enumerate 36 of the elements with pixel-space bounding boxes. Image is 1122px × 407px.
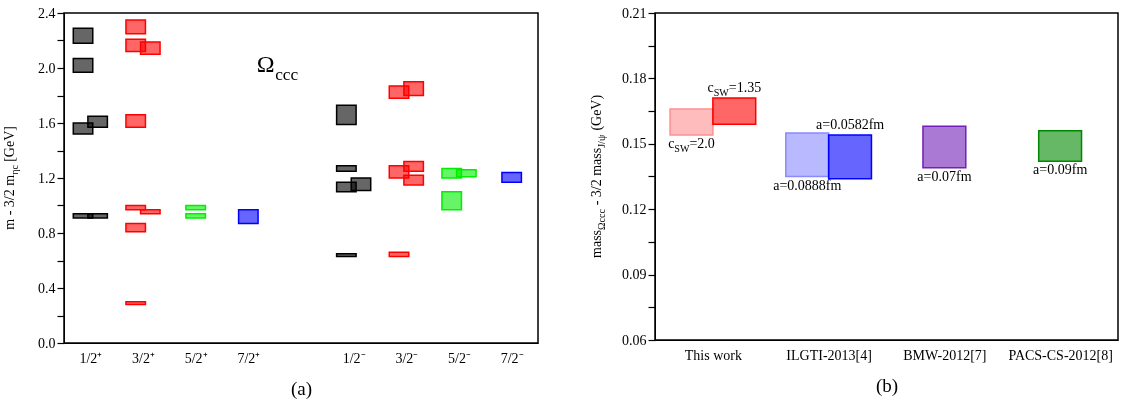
y-tick-label: 0.0	[38, 335, 56, 351]
y-axis-title: m - 3/2 mηc [GeV]	[2, 126, 21, 230]
y-tick-label: 0.12	[622, 201, 647, 217]
x-tick-label: 7/2⁺	[237, 350, 261, 366]
x-tick-label: 3/2⁺	[132, 350, 155, 366]
y-axis-title: massΩccc - 3/2 massJ/ψ (GeV)	[589, 94, 608, 258]
bar	[403, 174, 425, 186]
x-tick-label: BMW-2012[7]	[903, 347, 987, 363]
y-tick-label: 1.6	[38, 115, 56, 131]
y-tick-label: 0.06	[622, 332, 647, 348]
y-tick-label: 0.8	[38, 225, 56, 241]
y-tick-label: 2.4	[38, 5, 56, 21]
y-tick-label: 0.4	[38, 280, 56, 296]
bar	[139, 41, 161, 55]
annotation: a=0.0888fm	[773, 177, 842, 193]
annotation: a=0.09fm	[1033, 162, 1088, 178]
bar	[139, 208, 161, 215]
x-tick-label: 5/2⁻	[448, 350, 471, 366]
y-tick-label: 0.21	[622, 5, 647, 21]
x-tick-label: 7/2⁻	[500, 350, 524, 366]
y-tick-label: 0.15	[622, 136, 647, 152]
x-tick-label: This work	[684, 347, 742, 363]
annotation: a=0.07fm	[917, 168, 972, 184]
annotation: a=0.0582fm	[816, 117, 885, 133]
y-tick-label: 0.09	[622, 267, 647, 283]
x-tick-label: 1/2⁺	[79, 350, 103, 366]
x-tick-label: 5/2⁺	[184, 350, 208, 366]
y-tick-label: 2.0	[38, 60, 56, 76]
y-tick-label: 0.18	[622, 70, 647, 86]
x-tick-label: ILGTI-2013[4]	[786, 347, 872, 363]
x-tick-label: 3/2⁻	[395, 350, 419, 366]
y-tick-label: 1.2	[38, 170, 56, 186]
x-tick-label: PACS-CS-2012[8]	[1008, 347, 1113, 363]
x-tick-label: 1/2⁻	[342, 350, 366, 366]
x-axis-title: (b)	[875, 374, 899, 397]
x-axis-title: (a)	[290, 377, 313, 400]
